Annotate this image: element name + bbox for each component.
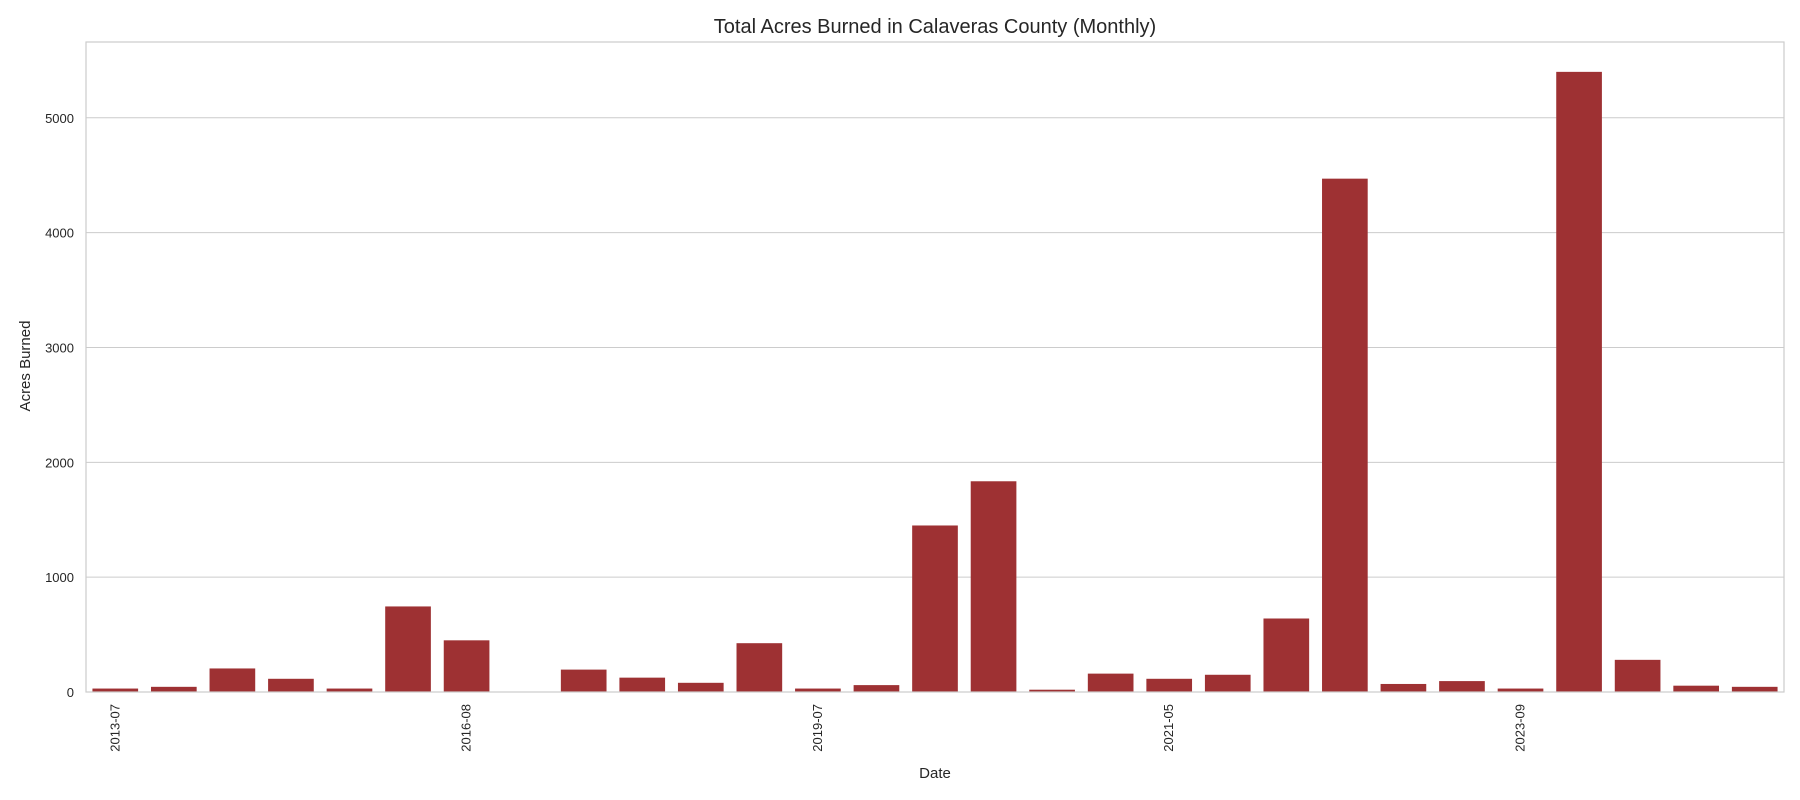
- bar: [912, 525, 958, 692]
- bar: [1029, 689, 1075, 692]
- bar: [736, 643, 783, 692]
- bar: [150, 686, 197, 692]
- bar: [1614, 659, 1661, 692]
- bar: [1087, 673, 1134, 692]
- y-tick-labels: 0 1000 2000 3000 4000 5000: [45, 111, 74, 700]
- bar: [795, 688, 841, 692]
- y-axis-label: Acres Burned: [17, 321, 34, 412]
- bar: [385, 606, 431, 692]
- bar: [443, 640, 490, 692]
- x-tick-label: 2023-09: [1513, 704, 1528, 752]
- y-tick-label: 2000: [45, 455, 74, 470]
- bar: [560, 669, 607, 692]
- bars: [92, 71, 1778, 693]
- bar: [1439, 681, 1485, 692]
- x-tick-label: 2021-05: [1161, 704, 1176, 752]
- plot-frame: [85, 41, 1785, 693]
- bar: [1263, 618, 1310, 692]
- bar: [619, 677, 666, 692]
- y-tick-label: 5000: [45, 111, 74, 126]
- bar: [1556, 71, 1602, 693]
- y-tick-label: 4000: [45, 226, 74, 241]
- bar: [970, 481, 1017, 692]
- bar: [1731, 686, 1778, 692]
- x-tick-label: 2013-07: [107, 704, 122, 752]
- bar: [1322, 178, 1368, 693]
- bar: [1146, 678, 1193, 692]
- bar: [1673, 685, 1720, 692]
- bar: [92, 688, 139, 692]
- bar: [268, 678, 314, 692]
- bar: [1497, 688, 1544, 692]
- y-tick-label: 3000: [45, 340, 74, 355]
- bar: [677, 682, 724, 692]
- bar: [1380, 683, 1427, 692]
- x-tick-labels: 2013-07 2016-08 2019-07 2021-05 2023-09: [107, 704, 1527, 752]
- chart-title: Total Acres Burned in Calaveras County (…: [714, 16, 1156, 38]
- x-tick-label: 2019-07: [810, 704, 825, 752]
- y-tick-label: 0: [67, 685, 74, 700]
- bar: [209, 668, 256, 692]
- x-axis-label: Date: [919, 765, 951, 782]
- bar: [326, 688, 373, 692]
- x-tick-label: 2016-08: [459, 704, 474, 752]
- y-tick-label: 1000: [45, 570, 74, 585]
- bar: [1204, 674, 1251, 692]
- bar: [853, 685, 900, 692]
